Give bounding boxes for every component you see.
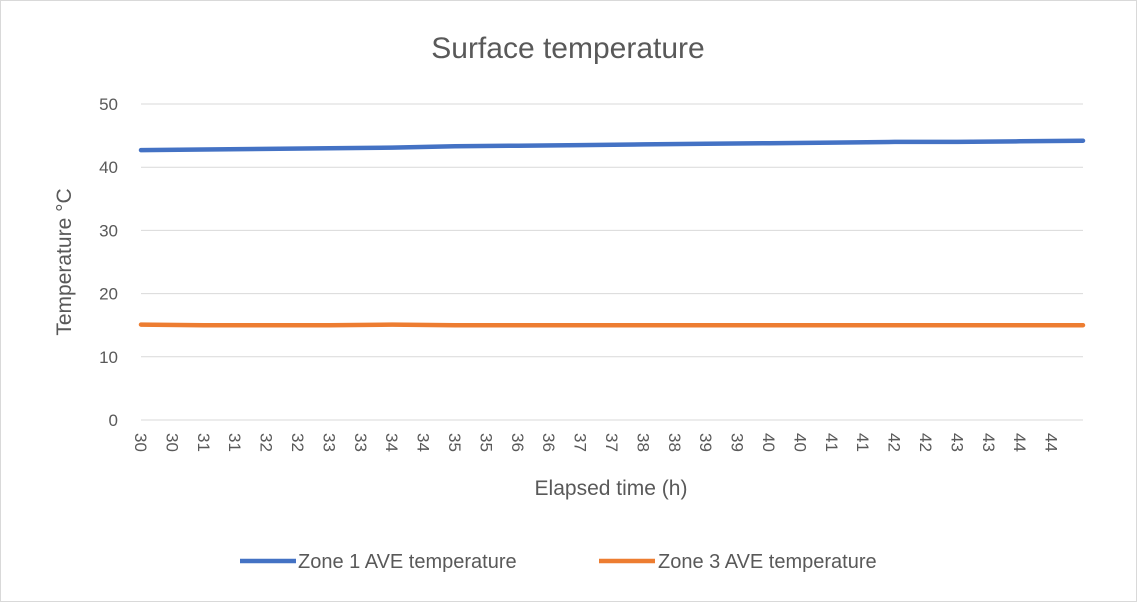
series-line-zone-3 [138, 322, 1086, 328]
x-tick-label: 41 [853, 433, 872, 452]
x-tick-label: 43 [947, 433, 966, 452]
x-tick-label: 31 [225, 433, 244, 452]
x-tick-label: 30 [162, 433, 181, 452]
x-tick-label: 44 [1010, 433, 1029, 452]
x-tick-label: 38 [633, 433, 652, 452]
x-tick-label: 39 [696, 433, 715, 452]
y-axis-ticks: 0 10 20 30 40 50 [99, 95, 118, 430]
legend-label: Zone 1 AVE temperature [298, 551, 517, 573]
x-tick-label: 44 [1042, 433, 1061, 452]
chart-title: Surface temperature [431, 32, 704, 65]
x-axis-title: Elapsed time (h) [535, 477, 688, 500]
y-tick-label: 0 [109, 411, 118, 430]
x-tick-label: 33 [351, 433, 370, 452]
x-tick-label: 41 [822, 433, 841, 452]
x-tick-label: 31 [194, 433, 213, 452]
y-tick-label: 30 [99, 221, 118, 240]
y-tick-label: 20 [99, 285, 118, 304]
x-tick-label: 35 [445, 433, 464, 452]
x-tick-label: 30 [131, 433, 150, 452]
x-tick-label: 40 [790, 433, 809, 452]
x-tick-label: 43 [979, 433, 998, 452]
x-tick-label: 42 [885, 433, 904, 452]
x-tick-label: 38 [665, 433, 684, 452]
x-tick-label: 34 [414, 433, 433, 452]
legend-label: Zone 3 AVE temperature [658, 551, 877, 573]
series-line-zone-1 [138, 138, 1086, 153]
x-tick-label: 36 [508, 433, 527, 452]
x-tick-label: 42 [916, 433, 935, 452]
x-tick-label: 40 [759, 433, 778, 452]
x-tick-label: 34 [382, 433, 401, 452]
x-tick-label: 33 [319, 433, 338, 452]
y-axis-title: Temperature °C [53, 188, 76, 335]
x-tick-label: 37 [602, 433, 621, 452]
legend: Zone 1 AVE temperature Zone 3 AVE tempera… [240, 551, 877, 573]
x-tick-label: 35 [476, 433, 495, 452]
x-tick-label: 39 [728, 433, 747, 452]
y-tick-label: 10 [99, 348, 118, 367]
x-tick-label: 36 [539, 433, 558, 452]
x-axis-ticks: 30 30 31 31 32 32 33 33 34 34 35 35 36 36 37 37 38 38 39 39… [131, 433, 1061, 452]
gridlines [141, 103, 1083, 421]
x-tick-label: 37 [571, 433, 590, 452]
data-series [138, 138, 1086, 328]
y-tick-label: 40 [99, 158, 118, 177]
x-tick-label: 32 [288, 433, 307, 452]
x-tick-label: 32 [257, 433, 276, 452]
y-tick-label: 50 [99, 95, 118, 114]
